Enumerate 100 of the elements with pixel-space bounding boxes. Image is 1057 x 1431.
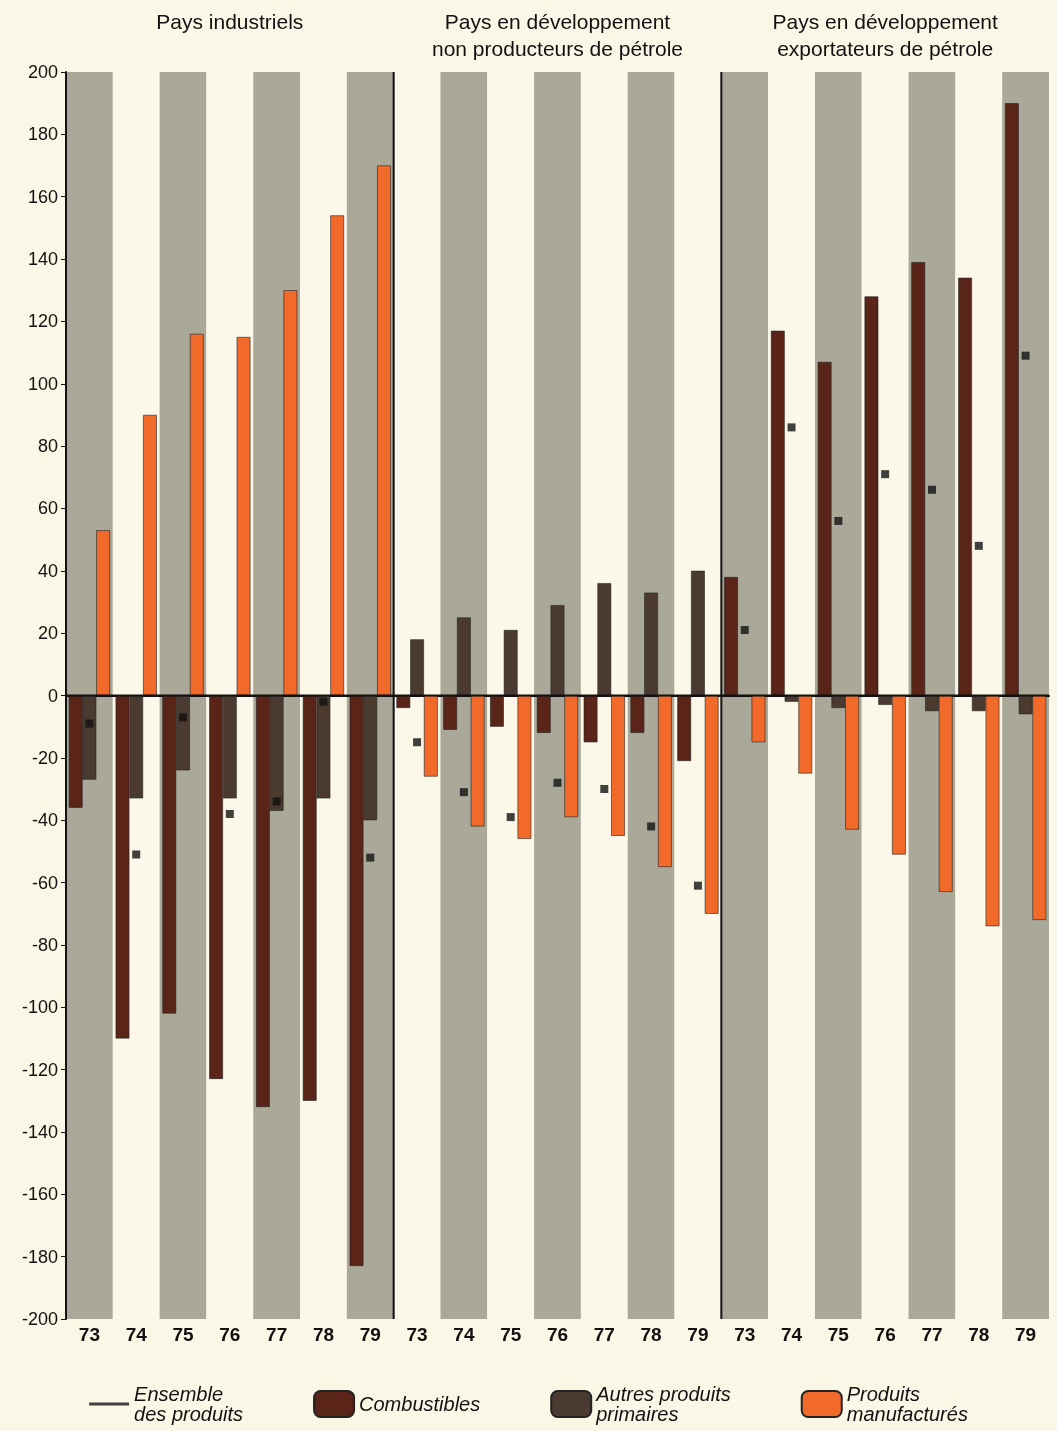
y-tick-label: -180 bbox=[21, 1246, 58, 1267]
bar bbox=[517, 695, 532, 839]
bar bbox=[564, 695, 579, 818]
x-tick-label: 77 bbox=[921, 1324, 943, 1345]
bar bbox=[490, 695, 504, 727]
y-tick-label: -120 bbox=[21, 1059, 58, 1080]
point bbox=[272, 797, 281, 806]
text: Pays en développement exportateurs de pétrole bbox=[772, 10, 998, 60]
point bbox=[366, 853, 375, 862]
bar bbox=[751, 695, 766, 743]
x-tick-label: 73 bbox=[734, 1324, 756, 1345]
bar bbox=[550, 605, 565, 696]
y-tick-label: 60 bbox=[37, 498, 58, 519]
point bbox=[927, 485, 936, 494]
legend-label: Ensemble des produits bbox=[134, 1383, 244, 1425]
point bbox=[787, 423, 796, 432]
bar bbox=[96, 530, 110, 696]
point bbox=[506, 813, 515, 822]
bar bbox=[283, 290, 298, 696]
x-tick-label: 78 bbox=[640, 1324, 662, 1345]
x-tick-label: 76 bbox=[874, 1324, 896, 1345]
bar bbox=[143, 414, 157, 696]
bar bbox=[657, 695, 672, 867]
point bbox=[132, 850, 141, 859]
x-tick-label: 79 bbox=[687, 1324, 709, 1345]
y-tick-label: -20 bbox=[31, 747, 58, 768]
bar bbox=[630, 695, 645, 733]
y-tick-label: 0 bbox=[47, 685, 58, 706]
bar bbox=[817, 361, 832, 696]
point bbox=[974, 541, 983, 550]
x-tick-label: 75 bbox=[827, 1324, 850, 1345]
bar bbox=[377, 165, 391, 696]
y-tick-label: 120 bbox=[27, 311, 58, 332]
bar bbox=[536, 695, 551, 733]
bar bbox=[410, 639, 424, 696]
y-tick-label: -140 bbox=[21, 1121, 58, 1142]
x-tick-label: 73 bbox=[406, 1324, 428, 1345]
bar bbox=[236, 336, 251, 696]
bar bbox=[691, 570, 705, 696]
point bbox=[740, 626, 749, 635]
bar bbox=[583, 695, 598, 743]
x-tick-label: 74 bbox=[780, 1324, 803, 1345]
point bbox=[413, 738, 422, 747]
bar bbox=[330, 215, 345, 696]
y-tick-label: 200 bbox=[27, 62, 58, 82]
x-tick-label: 75 bbox=[500, 1324, 522, 1345]
text: Pays en développement non producteurs de pétrole bbox=[431, 10, 684, 60]
x-tick-label: 77 bbox=[266, 1324, 288, 1345]
x-tick-label: 79 bbox=[1015, 1324, 1037, 1345]
bar bbox=[597, 583, 612, 696]
y-tick-label: -40 bbox=[31, 810, 58, 831]
bar bbox=[1005, 103, 1019, 696]
point bbox=[834, 516, 843, 525]
x-tick-label: 78 bbox=[968, 1324, 990, 1345]
bar bbox=[470, 695, 485, 827]
point bbox=[459, 788, 468, 797]
bar bbox=[864, 296, 879, 696]
x-tick-label: 76 bbox=[219, 1324, 241, 1345]
bar bbox=[503, 630, 518, 696]
legend-label: Produits manufacturés bbox=[846, 1383, 968, 1425]
x-tick-label: 76 bbox=[546, 1324, 569, 1345]
x-tick-label: 75 bbox=[172, 1324, 195, 1345]
y-tick-label: 80 bbox=[37, 436, 58, 457]
x-tick-label: 73 bbox=[78, 1324, 100, 1345]
y-tick-label: -80 bbox=[31, 934, 58, 955]
bar bbox=[958, 277, 972, 696]
y-tick-label: 180 bbox=[27, 124, 58, 145]
bar bbox=[704, 695, 719, 914]
y-tick-label: -60 bbox=[31, 872, 58, 893]
bar bbox=[644, 592, 658, 696]
bar bbox=[911, 262, 926, 696]
bar bbox=[423, 695, 438, 777]
legend-label: Combustibles bbox=[359, 1393, 481, 1415]
y-tick-label: -200 bbox=[21, 1309, 58, 1329]
bar bbox=[770, 330, 785, 696]
point bbox=[1021, 351, 1030, 360]
y-tick-label: 160 bbox=[27, 186, 58, 207]
point bbox=[881, 470, 890, 479]
point bbox=[319, 697, 328, 706]
bar bbox=[611, 695, 625, 836]
point bbox=[553, 778, 562, 787]
x-tick-label: 77 bbox=[593, 1324, 615, 1345]
text: Pays industriels bbox=[156, 10, 304, 33]
point bbox=[225, 809, 234, 818]
point bbox=[647, 822, 656, 831]
x-tick-label: 74 bbox=[125, 1324, 148, 1345]
point bbox=[85, 719, 94, 728]
y-tick-label: 140 bbox=[27, 249, 58, 270]
point bbox=[693, 881, 702, 890]
bar bbox=[443, 695, 458, 730]
y-tick-label: -100 bbox=[21, 997, 58, 1018]
x-tick-label: 78 bbox=[312, 1324, 335, 1345]
bar bbox=[396, 695, 411, 708]
y-tick-label: 40 bbox=[37, 560, 58, 581]
bar bbox=[677, 695, 692, 761]
x-tick-label: 79 bbox=[359, 1324, 381, 1345]
point bbox=[600, 785, 609, 794]
x-tick-label: 74 bbox=[453, 1324, 475, 1345]
y-tick-label: 100 bbox=[27, 373, 58, 394]
bar bbox=[724, 577, 738, 696]
